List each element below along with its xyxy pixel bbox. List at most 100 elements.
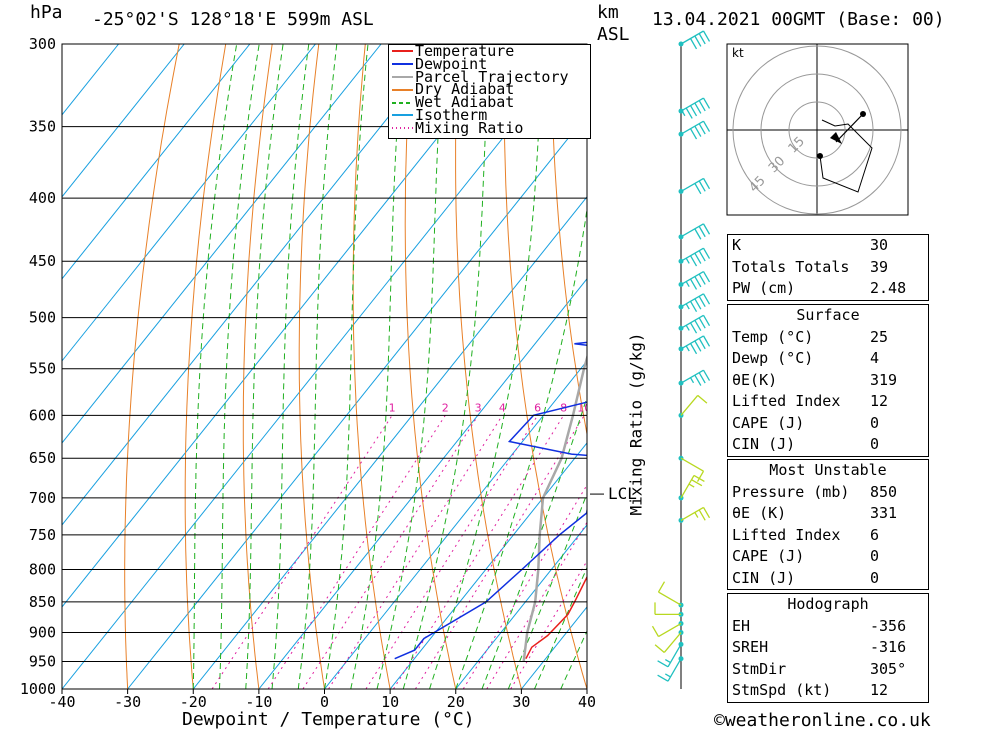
dry-adiabat-line (970, 44, 1000, 689)
isotherm-line (258, 278, 587, 689)
pressure-tick-label: 400 (29, 189, 56, 207)
wind-barb-feather (689, 38, 698, 50)
legend-label: Temperature (415, 41, 515, 60)
mu-cin-label: CIN (J) (732, 568, 796, 587)
legend-swatch (392, 63, 413, 66)
wet-adiabat-line (507, 492, 587, 689)
dry-adiabat-line (598, 44, 718, 689)
wind-barb-feather (694, 183, 702, 195)
k-index-value: 30 (870, 236, 889, 254)
hodograph-title: Hodograph (787, 595, 869, 613)
most-unstable-title: Most Unstable (769, 461, 887, 479)
isotherm-line (62, 44, 251, 280)
wind-barb-feather (657, 674, 669, 682)
wind-barb-feather (702, 507, 711, 519)
most-unstable-table: Most Unstable Pressure (mb) 850 θE (K) 331… (727, 459, 929, 590)
x-tick-label: 20 (447, 693, 465, 711)
wet-adiabat-line (429, 44, 544, 689)
wind-barb-feather (691, 479, 703, 487)
x-tick-label: -20 (180, 693, 207, 711)
mixing-ratio-label: 1 (389, 401, 396, 414)
legend-swatch (392, 127, 413, 130)
hodograph-unit: kt (732, 46, 744, 60)
wind-barb-feather (702, 30, 711, 42)
wind-barb-feather (694, 340, 702, 352)
wind-barb-feather (698, 226, 706, 238)
wind-barb-feather (657, 581, 666, 593)
mu-cape-label: CAPE (J) (732, 547, 805, 565)
wet-adiabat-line (219, 44, 260, 689)
pressure-tick-label: 300 (29, 35, 56, 53)
lcl-label: LCL (608, 484, 637, 503)
isotherm-line (62, 44, 382, 444)
wind-barb-half-feather (694, 512, 699, 518)
dry-adiabat-line (124, 44, 180, 689)
surface-theta-label: θE(K) (732, 370, 778, 389)
wind-barb-feather (698, 296, 706, 308)
dry-adiabat-line (404, 44, 457, 689)
legend-item: Dewpoint (389, 56, 590, 71)
wind-barb-staff (680, 120, 704, 135)
legend-item: Dry Adiabat (389, 82, 590, 97)
wind-barb-feather (698, 33, 706, 45)
wind-barb-feather (651, 625, 660, 637)
pressure-tick-label: 700 (29, 489, 56, 507)
legend-item: Isotherm (389, 105, 590, 124)
legend-label: Wet Adiabat (415, 93, 515, 112)
footer-site[interactable]: ©weatheronline.co.uk (714, 710, 931, 731)
totals-value: 39 (870, 257, 889, 276)
wind-barb-half-feather (689, 377, 695, 384)
surface-cin-value: 0 (870, 435, 880, 453)
pressure-tick-label: 350 (29, 118, 56, 136)
mixing-ratio-label: 20 (644, 401, 658, 414)
pw-value: 2.48 (870, 279, 907, 297)
wind-barb-feather (689, 322, 698, 334)
isotherm-line (62, 44, 120, 116)
wind-barb-staff (680, 457, 704, 472)
wind-barb-half-feather (664, 673, 671, 678)
pressure-tick-label: 850 (29, 593, 56, 611)
wind-barb-feather (698, 180, 706, 192)
wind-barb-feather (697, 394, 708, 404)
hodograph-trace (819, 119, 873, 193)
pressure-tick-label: 750 (29, 526, 56, 544)
hodograph-arrow-icon (830, 132, 842, 144)
legend-label: Mixing Ratio (415, 118, 524, 137)
wind-barb-staff (680, 177, 704, 192)
legend-label: Isotherm (415, 105, 488, 124)
k-index-label: K (732, 236, 742, 254)
surface-temp-value: 25 (870, 327, 889, 346)
x-tick-label: 40 (578, 693, 596, 711)
mu-li-value: 6 (870, 525, 880, 544)
wind-barb-half-feather (688, 483, 695, 488)
wind-barb-staff (680, 506, 704, 521)
mu-li-label: Lifted Index (732, 525, 841, 544)
mixing-ratio-label: 2 (442, 401, 449, 414)
legend: Temperature Dewpoint Parcel Trajectory Dry … (388, 41, 591, 139)
x-tick-label: -40 (48, 693, 75, 711)
wind-barb-feather (698, 317, 706, 329)
wind-barb-feather (689, 128, 698, 140)
wind-barb-half-feather (681, 110, 686, 117)
wet-adiabat-line (402, 44, 490, 689)
wind-barb-feather (698, 123, 706, 135)
isotherm-line (62, 44, 513, 608)
plot-frame (61, 43, 588, 690)
dry-adiabat-line (298, 44, 325, 689)
wind-barb-feather (702, 223, 711, 235)
wind-barb-staff (663, 632, 682, 653)
mixing-ratio-label: 4 (499, 401, 506, 414)
legend-swatch (392, 50, 413, 53)
wind-barb-feather (702, 271, 711, 283)
wind-barb-feather (694, 374, 702, 386)
hodograph-table: Hodograph EH -356 SREH -316 StmDir 305° Stm… (727, 593, 929, 703)
height-unit-asl: ASL (597, 24, 630, 45)
isotherm-line (455, 524, 587, 689)
wind-barb-feather (694, 125, 702, 137)
surface-cape-value: 0 (870, 413, 880, 432)
pressure-unit: hPa (30, 2, 63, 23)
temperature-line (525, 575, 587, 660)
wet-adiabat-line (534, 566, 587, 689)
pressure-tick-label: 500 (29, 309, 56, 327)
wind-barb-feather (689, 301, 698, 313)
